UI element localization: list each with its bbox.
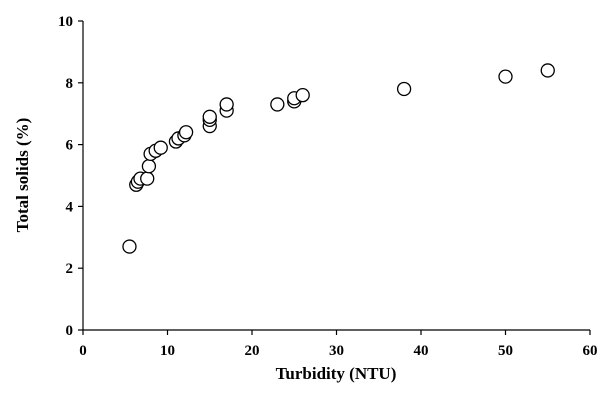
data-point <box>153 140 168 155</box>
x-tick-label: 60 <box>583 343 598 359</box>
data-point <box>178 125 194 140</box>
x-axis-title: Turbidity (NTU) <box>276 364 397 383</box>
data-point <box>396 81 412 97</box>
y-tick-label: 10 <box>58 14 73 30</box>
y-tick-label: 4 <box>66 199 74 215</box>
data-point <box>270 97 285 112</box>
data-point <box>540 63 555 78</box>
x-tick-label: 0 <box>79 343 87 359</box>
data-point <box>141 159 157 174</box>
data-point <box>140 171 155 186</box>
data-point <box>122 239 137 254</box>
y-tick-label: 2 <box>66 261 74 277</box>
data-points <box>122 63 555 254</box>
x-tick-label: 50 <box>498 343 513 359</box>
x-tick-label: 10 <box>160 343 175 359</box>
data-point <box>498 69 513 84</box>
x-tick-label: 30 <box>329 343 344 359</box>
y-tick-label: 8 <box>66 76 74 92</box>
x-tick-label: 40 <box>414 343 429 359</box>
y-ticks: 0 2 4 6 8 10 <box>58 14 83 339</box>
x-tick-label: 20 <box>245 343 260 359</box>
data-point <box>295 88 310 103</box>
y-tick-label: 0 <box>66 323 74 339</box>
y-axis-title: Total solids (%) <box>13 118 32 233</box>
y-tick-label: 6 <box>66 138 74 154</box>
x-ticks: 0 10 20 30 40 50 60 <box>79 330 598 359</box>
data-point <box>202 109 217 124</box>
data-point <box>219 97 234 112</box>
